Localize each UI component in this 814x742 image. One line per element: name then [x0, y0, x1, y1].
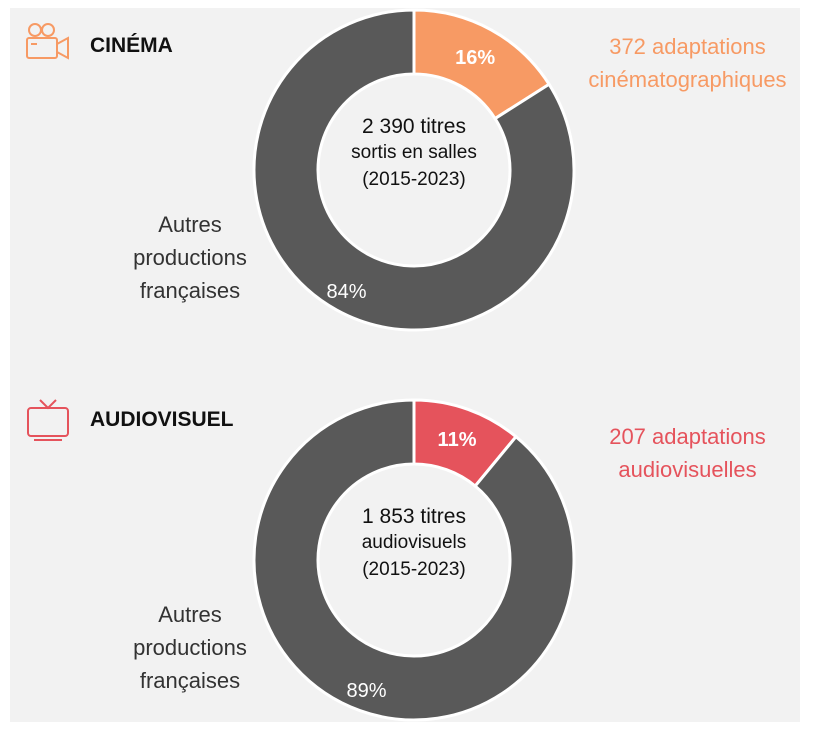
- panel: [10, 8, 800, 722]
- category-label: Autres productions françaises: [133, 602, 247, 693]
- tv-icon: [27, 399, 69, 441]
- value-label: 16%: [455, 47, 495, 69]
- cinema-icon: [26, 23, 69, 60]
- center-text: (2015-2023): [362, 169, 466, 190]
- chart-title: CINÉMA: [90, 34, 173, 57]
- category-label: 372 adaptations cinématographiques: [588, 34, 787, 92]
- donut-slice: [252, 398, 576, 722]
- center-text: 2 390 titres: [362, 115, 466, 138]
- chart-title: AUDIOVISUEL: [90, 408, 234, 431]
- category-label: 207 adaptations audiovisuelles: [609, 424, 766, 482]
- center-text: 1 853 titres: [362, 505, 466, 528]
- value-label: 11%: [438, 429, 477, 451]
- center-text: audiovisuels: [361, 532, 467, 553]
- donut-slice: [252, 8, 576, 332]
- value-label: 89%: [347, 680, 387, 702]
- center-text: sortis en salles: [351, 142, 477, 163]
- value-label: 84%: [327, 281, 367, 303]
- center-text: (2015-2023): [362, 559, 466, 580]
- category-label: Autres productions françaises: [133, 212, 247, 303]
